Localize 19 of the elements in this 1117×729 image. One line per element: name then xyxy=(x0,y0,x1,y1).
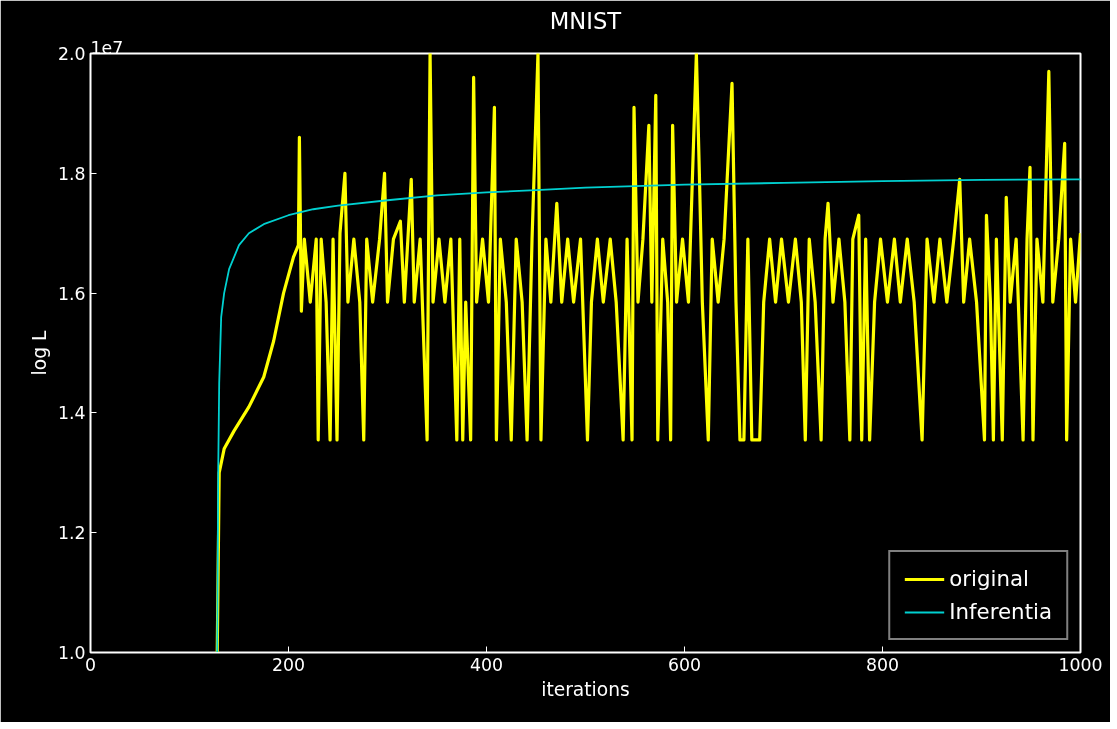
y-axis-title: log L xyxy=(28,330,50,376)
legend-label: Inferentia xyxy=(949,599,1052,624)
y-tick-label: 1.0 xyxy=(57,643,86,663)
x-tick-label: 400 xyxy=(469,654,504,675)
chart-title: MNIST xyxy=(549,7,622,34)
x-tick-label: 1000 xyxy=(1058,654,1103,675)
y-tick-label: 1.4 xyxy=(57,403,86,424)
x-tick-label: 600 xyxy=(667,654,702,675)
y-tick-label: 1.8 xyxy=(57,163,86,184)
x-tick-label: 800 xyxy=(865,654,900,675)
x-tick-label: 200 xyxy=(271,654,306,675)
line-series xyxy=(215,53,1081,653)
y-tick-label: 1.6 xyxy=(57,283,86,304)
legend-label: original xyxy=(949,566,1029,591)
line-series xyxy=(216,178,1081,653)
y-tick-label: 1.2 xyxy=(57,523,86,544)
y-tick-label: 2.0 xyxy=(57,44,86,64)
x-axis-title: iterations xyxy=(541,678,630,700)
x-tick-label: 0 xyxy=(84,654,97,675)
